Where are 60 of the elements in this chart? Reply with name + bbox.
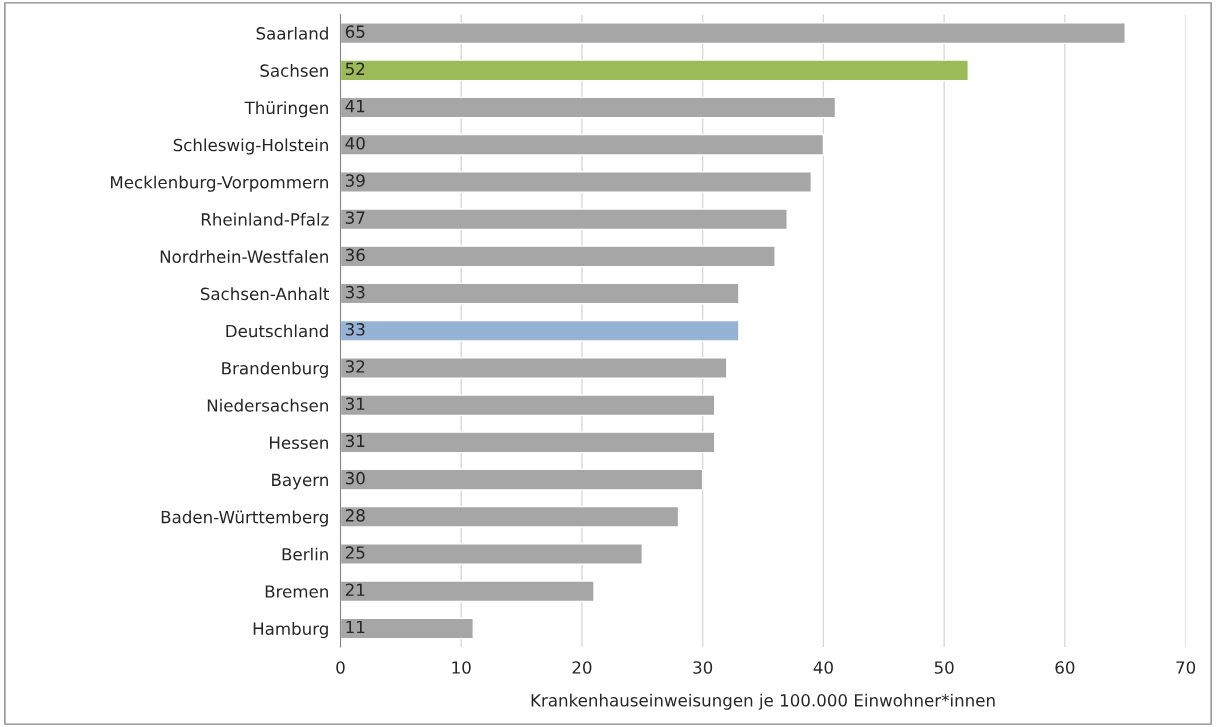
data-label: 11 — [346, 620, 365, 634]
data-label: 21 — [345, 583, 365, 596]
y-tick-label: Mecklenburg-Vorpommern — [111, 175, 328, 192]
y-tick-label: Schleswig-Holstein — [173, 138, 328, 155]
y-tick-label: Brandenburg — [222, 361, 328, 378]
y-tick-label: Baden-Württemberg — [161, 510, 328, 527]
bar — [340, 617, 474, 640]
x-tick-label: 40 — [813, 661, 833, 674]
y-tick-label: Bremen — [265, 585, 328, 598]
data-label: 33 — [345, 285, 365, 299]
x-tick-label: 10 — [452, 661, 471, 674]
data-label: 37 — [345, 211, 365, 225]
data-label: 65 — [345, 25, 365, 38]
x-tick-label: 60 — [1055, 661, 1075, 674]
bar — [340, 431, 716, 454]
y-tick-label: Hamburg — [253, 622, 328, 639]
y-tick-label: Hessen — [270, 436, 328, 449]
bar — [340, 543, 644, 565]
bar — [340, 208, 788, 231]
bar — [340, 133, 825, 156]
x-tick-label: 0 — [336, 661, 345, 674]
data-label: 33 — [345, 323, 365, 336]
bar — [340, 171, 813, 193]
data-label: 32 — [345, 360, 365, 373]
data-label: 28 — [345, 509, 365, 522]
data-label: 31 — [345, 397, 365, 411]
y-tick-label: Thüringen — [244, 101, 328, 118]
y-tick-label: Berlin — [282, 547, 328, 561]
bar — [340, 96, 837, 119]
x-tick-label: 70 — [1176, 661, 1196, 674]
bar — [340, 580, 595, 603]
x-tick-label: 30 — [693, 661, 713, 674]
data-label: 25 — [345, 546, 365, 559]
y-tick-label: Bayern — [272, 473, 328, 490]
data-label: 39 — [345, 174, 365, 187]
y-tick-label: Sachsen-Anhalt — [200, 287, 329, 301]
data-label: 36 — [345, 248, 365, 262]
y-tick-label: Deutschland — [226, 324, 328, 338]
data-label: 30 — [345, 471, 365, 485]
data-label: 31 — [345, 434, 365, 448]
bar — [340, 468, 704, 491]
bar — [340, 505, 680, 528]
bar — [340, 245, 776, 268]
y-tick-label: Saarland — [256, 26, 328, 40]
data-label: 41 — [345, 100, 365, 113]
bar — [340, 357, 728, 379]
y-tick-label: Rheinland-Pfalz — [201, 212, 329, 226]
y-tick-label: Niedersachsen — [207, 398, 328, 412]
bar — [340, 394, 716, 417]
x-axis-title: Krankenhauseinweisungen je 100.000 Einwohner*innen — [531, 693, 995, 710]
y-tick-label: Nordrhein-Westfalen — [160, 250, 328, 263]
data-label: 52 — [345, 62, 365, 76]
x-tick-label: 20 — [572, 661, 592, 674]
bar — [340, 22, 1126, 45]
x-tick-label: 50 — [934, 661, 954, 674]
bar — [340, 319, 740, 342]
bar — [340, 59, 969, 82]
y-tick-label: Sachsen — [260, 64, 328, 77]
bar — [340, 282, 740, 305]
data-label: 40 — [345, 136, 365, 150]
